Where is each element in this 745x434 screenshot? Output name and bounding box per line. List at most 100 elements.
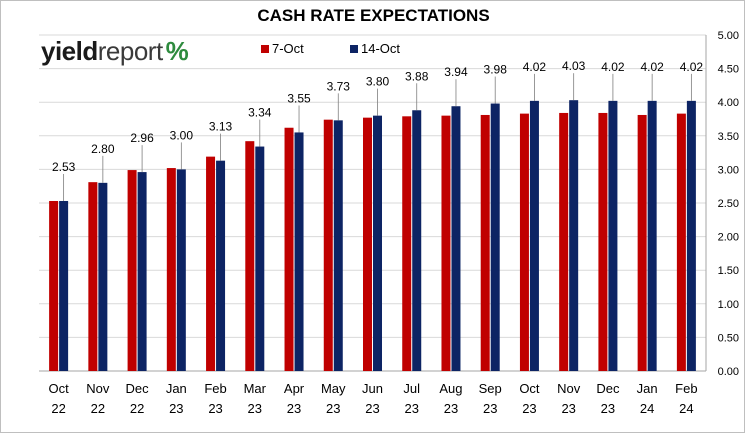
y-tick-label: 2.50 (718, 198, 739, 210)
data-label: 3.94 (444, 65, 468, 79)
data-label: 3.73 (327, 79, 351, 93)
x-tick-label-month: Sep (479, 381, 502, 396)
bar-7-oct (441, 115, 451, 371)
data-label: 2.80 (91, 142, 115, 156)
bar-14-oct (569, 100, 579, 372)
data-label: 3.13 (209, 120, 233, 134)
bar-7-oct (88, 182, 98, 371)
x-tick-label-month: Nov (557, 381, 581, 396)
bar-7-oct (245, 141, 255, 371)
bar-14-oct (608, 100, 618, 371)
x-tick-label-year: 23 (208, 401, 222, 416)
x-tick-label-year: 23 (365, 401, 379, 416)
legend-label-7-oct: 7-Oct (272, 41, 304, 56)
data-label: 3.80 (366, 75, 390, 89)
bar-14-oct (412, 110, 422, 371)
data-label: 3.55 (287, 91, 311, 105)
x-tick-label-year: 23 (326, 401, 340, 416)
data-label: 4.02 (601, 60, 625, 74)
x-tick-label-month: Jul (403, 381, 420, 396)
x-tick-label-month: Jan (637, 381, 658, 396)
legend-swatch-14-oct (350, 45, 358, 53)
x-tick-label-month: Jan (166, 381, 187, 396)
data-label: 4.02 (680, 60, 704, 74)
data-label: 3.34 (248, 106, 272, 120)
bar-14-oct (686, 100, 696, 371)
x-tick-label-year: 22 (51, 401, 65, 416)
data-label: 4.03 (562, 59, 586, 73)
x-tick-label-year: 22 (130, 401, 144, 416)
legend-item-7-oct: 7-Oct (261, 41, 304, 56)
x-tick-label-month: Dec (596, 381, 620, 396)
x-tick-label-month: Mar (244, 381, 267, 396)
y-tick-label: 4.50 (718, 64, 739, 76)
legend-label-14-oct: 14-Oct (361, 41, 401, 56)
bar-14-oct (294, 132, 304, 371)
data-label: 4.02 (523, 60, 547, 74)
chart-title: CASH RATE EXPECTATIONS (257, 6, 490, 25)
y-tick-label: 3.50 (718, 131, 739, 143)
x-tick-label-year: 24 (640, 401, 654, 416)
x-tick-label-month: Oct (49, 381, 70, 396)
data-label: 2.53 (52, 160, 76, 174)
data-label: 3.98 (484, 63, 508, 77)
bar-14-oct (373, 115, 382, 371)
x-tick-label-year: 23 (405, 401, 419, 416)
bar-7-oct (637, 114, 647, 371)
bar-14-oct (647, 100, 657, 371)
y-tick-label: 4.00 (718, 97, 739, 109)
bar-14-oct (137, 172, 147, 371)
x-tick-label-month: Dec (126, 381, 150, 396)
bar-7-oct (323, 119, 333, 371)
y-tick-label: 1.50 (718, 265, 739, 277)
bar-7-oct (598, 112, 608, 372)
x-tick-label-month: Apr (284, 381, 305, 396)
x-tick-label-year: 23 (248, 401, 262, 416)
bar-14-oct (176, 169, 186, 371)
bar-7-oct (206, 156, 216, 371)
x-tick-label-year: 24 (679, 401, 693, 416)
x-tick-label-month: Aug (439, 381, 462, 396)
data-label: 4.02 (640, 60, 664, 74)
bar-14-oct (490, 103, 500, 371)
bar-7-oct (519, 113, 529, 372)
data-label: 3.88 (405, 69, 429, 83)
bar-7-oct (363, 117, 372, 371)
legend-item-14-oct: 14-Oct (350, 41, 400, 56)
yieldreport-logo: yieldreport% (41, 36, 189, 66)
bar-7-oct (49, 200, 59, 371)
x-tick-label-year: 23 (287, 401, 301, 416)
x-tick-label-month: Nov (86, 381, 110, 396)
bar-14-oct (59, 200, 69, 371)
y-tick-label: 2.00 (718, 232, 739, 244)
bar-14-oct (451, 106, 461, 372)
y-tick-label: 1.00 (718, 299, 739, 311)
x-tick-label-month: Feb (675, 381, 697, 396)
data-label: 3.00 (170, 128, 194, 142)
y-tick-label: 3.00 (718, 164, 739, 176)
bar-7-oct (559, 112, 569, 372)
bar-7-oct (166, 168, 176, 371)
x-tick-label-year: 23 (601, 401, 615, 416)
bar-7-oct (480, 114, 490, 371)
bar-14-oct (216, 160, 226, 371)
y-tick-label: 0.50 (718, 332, 739, 344)
bar-14-oct (98, 182, 108, 371)
bar-14-oct (333, 120, 343, 372)
x-tick-label-year: 23 (169, 401, 183, 416)
bar-7-oct (127, 170, 137, 371)
data-label: 2.96 (130, 131, 154, 145)
x-tick-label-month: May (321, 381, 346, 396)
x-tick-label-year: 22 (91, 401, 105, 416)
x-tick-label-year: 23 (444, 401, 458, 416)
bar-7-oct (676, 113, 686, 372)
x-tick-label-month: Oct (519, 381, 540, 396)
y-tick-label: 0.00 (718, 366, 739, 378)
bar-14-oct (529, 100, 539, 371)
bar-14-oct (255, 146, 265, 371)
x-tick-label-year: 23 (561, 401, 575, 416)
x-tick-label-month: Feb (204, 381, 226, 396)
bar-7-oct (284, 127, 294, 372)
